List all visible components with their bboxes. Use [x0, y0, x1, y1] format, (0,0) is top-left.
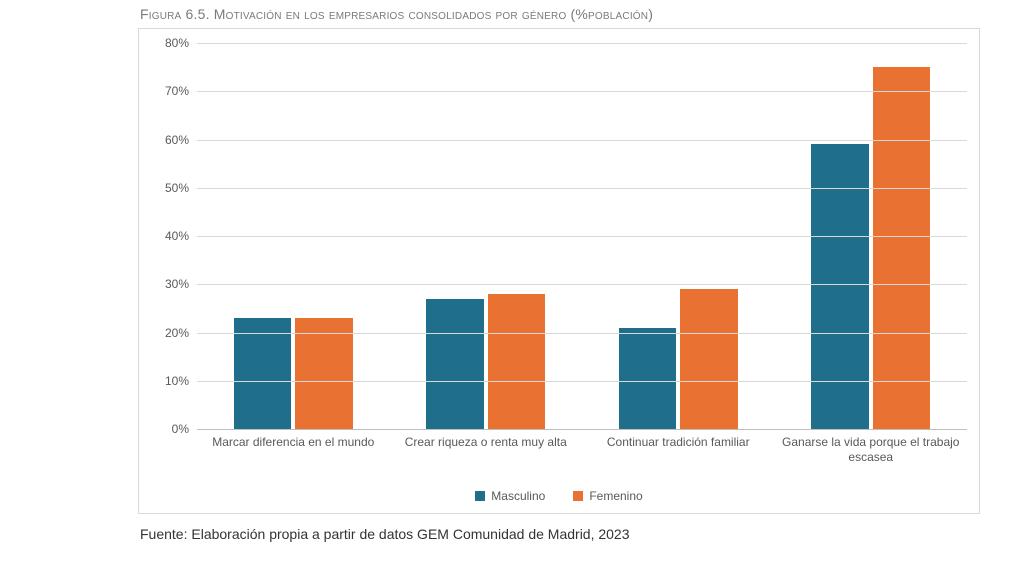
gridline	[197, 284, 967, 285]
gridline	[197, 188, 967, 189]
bar	[426, 299, 484, 429]
bar	[680, 289, 738, 429]
bar	[234, 318, 292, 429]
legend-item: Femenino	[573, 488, 642, 503]
legend-label: Femenino	[589, 489, 642, 503]
gridline	[197, 91, 967, 92]
x-tick-label: Marcar diferencia en el mundo	[197, 429, 390, 450]
x-tick-label: Crear riqueza o renta muy alta	[390, 429, 583, 450]
legend-swatch	[573, 491, 583, 501]
y-tick-label: 30%	[165, 277, 197, 291]
y-tick-label: 20%	[165, 326, 197, 340]
y-tick-label: 70%	[165, 84, 197, 98]
figure-source: Fuente: Elaboración propia a partir de d…	[140, 526, 630, 542]
bar	[488, 294, 546, 429]
y-tick-label: 0%	[172, 422, 197, 436]
x-tick-label: Continuar tradición familiar	[582, 429, 775, 450]
y-tick-label: 60%	[165, 133, 197, 147]
y-tick-label: 10%	[165, 374, 197, 388]
y-tick-label: 40%	[165, 229, 197, 243]
legend-label: Masculino	[491, 489, 545, 503]
gridline	[197, 381, 967, 382]
gridline	[197, 236, 967, 237]
chart-container: 0% 10% 20% 30% 40% 50% 60% 70% 80% Marcar diferen…	[138, 28, 980, 514]
y-tick-label: 50%	[165, 181, 197, 195]
legend-swatch	[475, 491, 485, 501]
gridline	[197, 43, 967, 44]
legend: Masculino Femenino	[139, 488, 979, 503]
bar	[873, 67, 931, 429]
x-tick-label: Ganarse la vida porque el trabajo escase…	[775, 429, 968, 465]
plot-area: 0%10%20%30%40%50%60%70%80%Marcar diferen…	[197, 43, 967, 429]
bar	[295, 318, 353, 429]
bar	[619, 328, 677, 429]
gridline	[197, 333, 967, 334]
gridline	[197, 140, 967, 141]
y-tick-label: 80%	[165, 36, 197, 50]
legend-item: Masculino	[475, 488, 545, 503]
figure-title: Figura 6.5. Motivación en los empresario…	[140, 6, 653, 22]
